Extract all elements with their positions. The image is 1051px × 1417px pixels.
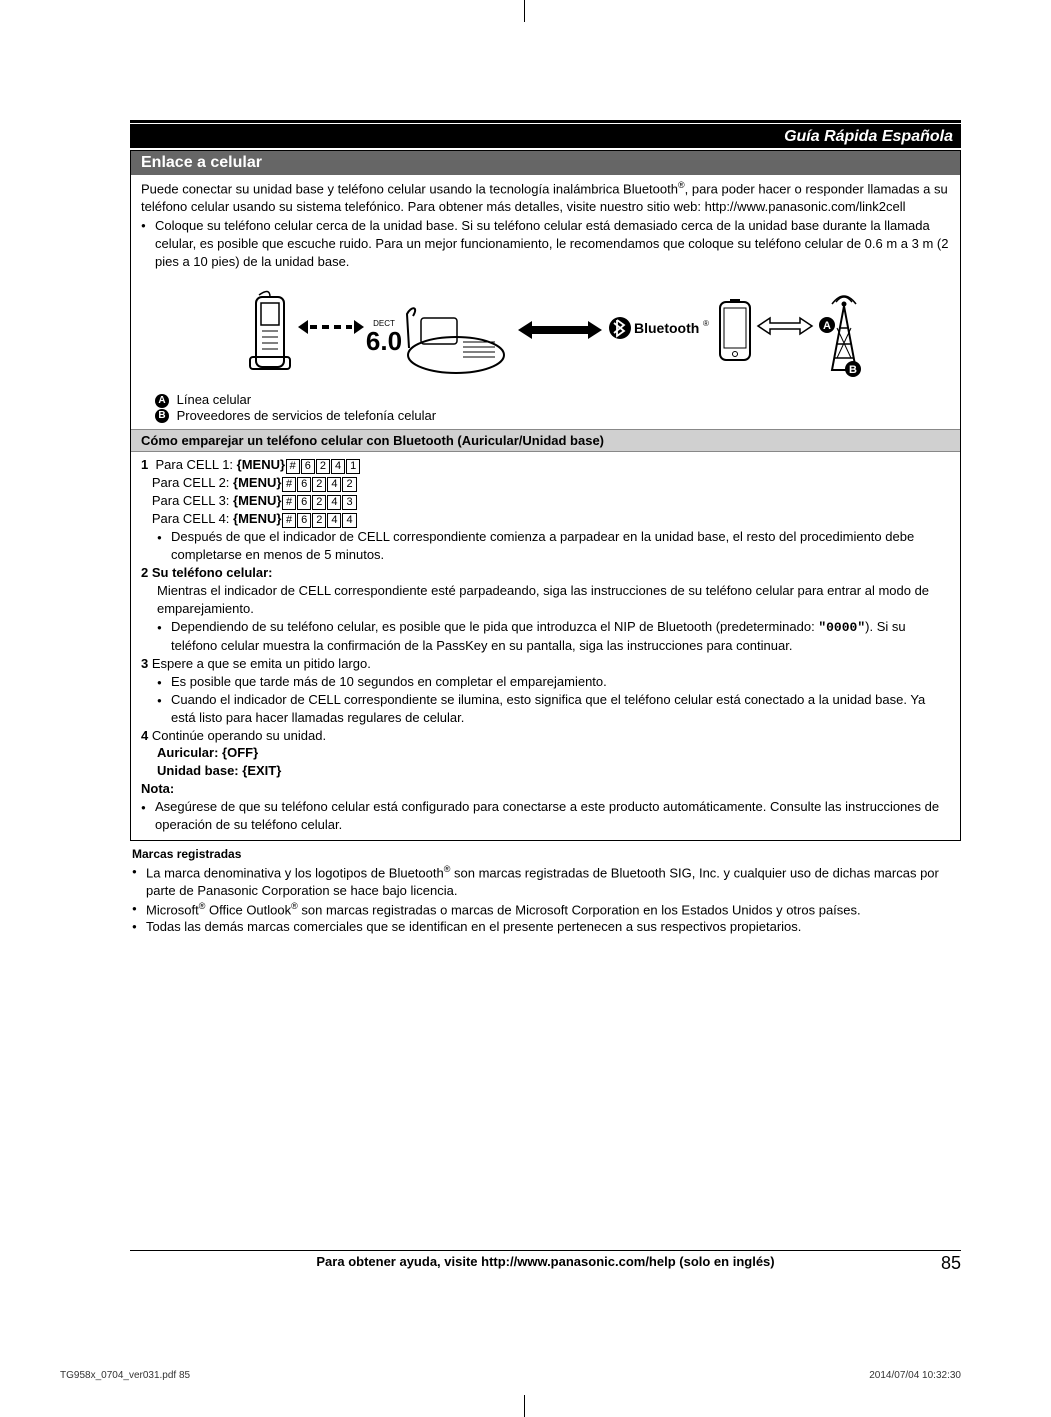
intro-bullets: Coloque su teléfono celular cerca de la … [131,217,960,274]
s2-title: Su teléfono celular: [152,565,273,580]
subsection-title: Cómo emparejar un teléfono celular con B… [131,429,960,452]
s2-bullet: Dependiendo de su teléfono celular, es p… [171,618,950,655]
s1-cell2-label: Para CELL 2: [152,475,233,490]
footer-help-text: Para obtener ayuda, visite http://www.pa… [316,1254,774,1269]
trademarks-heading: Marcas registradas [130,841,961,863]
svg-text:®: ® [703,319,709,328]
step-2: 2 Su teléfono celular: Mientras el indic… [141,564,950,655]
s2-para: Mientras el indicador de CELL correspond… [141,582,950,618]
svg-text:A: A [823,320,831,332]
svg-text:Bluetooth: Bluetooth [634,320,699,336]
main-content-box: Enlace a celular Puede conectar su unida… [130,150,961,841]
crop-mark-top [524,0,525,22]
header-stripe [130,120,961,123]
step-3: 3 Espere a que se emita un pitido largo.… [141,655,950,727]
manual-page: Guía Rápida Española Enlace a celular Pu… [0,0,1051,976]
diagram-labels: A Línea celular B Proveedores de servici… [131,388,960,429]
page-number: 85 [941,1253,961,1274]
dect-logo: DECT 6.0 [365,319,401,356]
handset-icon [250,292,290,370]
label-a-icon: A [155,394,169,408]
pairing-diagram: DECT 6.0 [131,274,960,388]
trademark-2: Microsoft® Office Outlook® son marcas re… [146,900,961,919]
print-filename: TG958x_0704_ver031.pdf 85 [60,1370,190,1381]
s4-para: Continúe operando su unidad. [152,728,326,743]
print-timestamp: 2014/07/04 10:32:30 [869,1370,961,1381]
outline-arrow-icon [758,318,812,334]
s3-para: Espere a que se emita un pitido largo. [152,656,371,671]
nota-label: Nota: [141,780,950,798]
solid-arrow-icon [518,321,602,339]
step-1: 1 Para CELL 1: {MENU}#6241 Para CELL 2: … [141,456,950,564]
bluetooth-logo: Bluetooth ® [609,317,709,339]
trademarks-list: La marca denominativa y los logotipos de… [130,863,961,936]
nota-bullet: Asegúrese de que su teléfono celular est… [155,798,950,834]
page-header: Guía Rápida Española [130,124,961,148]
s4-auricular-label: Auricular: [157,745,222,760]
trademark-3: Todas las demás marcas comerciales que s… [146,918,961,936]
dashed-arrow-icon [298,320,364,334]
step-4: 4 Continúe operando su unidad. Auricular… [141,727,950,781]
steps-block: 1 Para CELL 1: {MENU}#6241 Para CELL 2: … [131,452,960,840]
s1-cell3-label: Para CELL 3: [152,493,233,508]
intro-text-1: Puede conectar su unidad base y teléfono… [141,181,678,196]
s1-bullet: Después de que el indicador de CELL corr… [171,528,950,564]
crop-mark-bottom [524,1395,525,1417]
svg-text:6.0: 6.0 [365,326,401,356]
label-b-text: Proveedores de servicios de telefonía ce… [177,408,436,423]
reg-mark: ® [678,180,685,190]
cellphone-icon [720,300,750,360]
intro-paragraph: Puede conectar su unidad base y teléfono… [131,175,960,217]
tower-icon [832,296,856,370]
base-unit-icon [407,308,504,373]
intro-bullet-1: Coloque su teléfono celular cerca de la … [155,217,950,270]
label-b-icon: B [155,409,169,423]
s1-cell4-label: Para CELL 4: [152,511,233,526]
footer-help-bar: Para obtener ayuda, visite http://www.pa… [130,1250,961,1269]
s4-base-label: Unidad base: [157,763,242,778]
trademark-1: La marca denominativa y los logotipos de… [146,863,961,899]
s3-bullet-1: Es posible que tarde más de 10 segundos … [171,673,950,691]
svg-text:B: B [849,364,857,376]
s1-cell1-label: Para CELL 1: [155,457,236,472]
label-a-text: Línea celular [177,392,251,407]
section-title: Enlace a celular [131,151,960,175]
s3-bullet-2: Cuando el indicador de CELL correspondie… [171,691,950,727]
